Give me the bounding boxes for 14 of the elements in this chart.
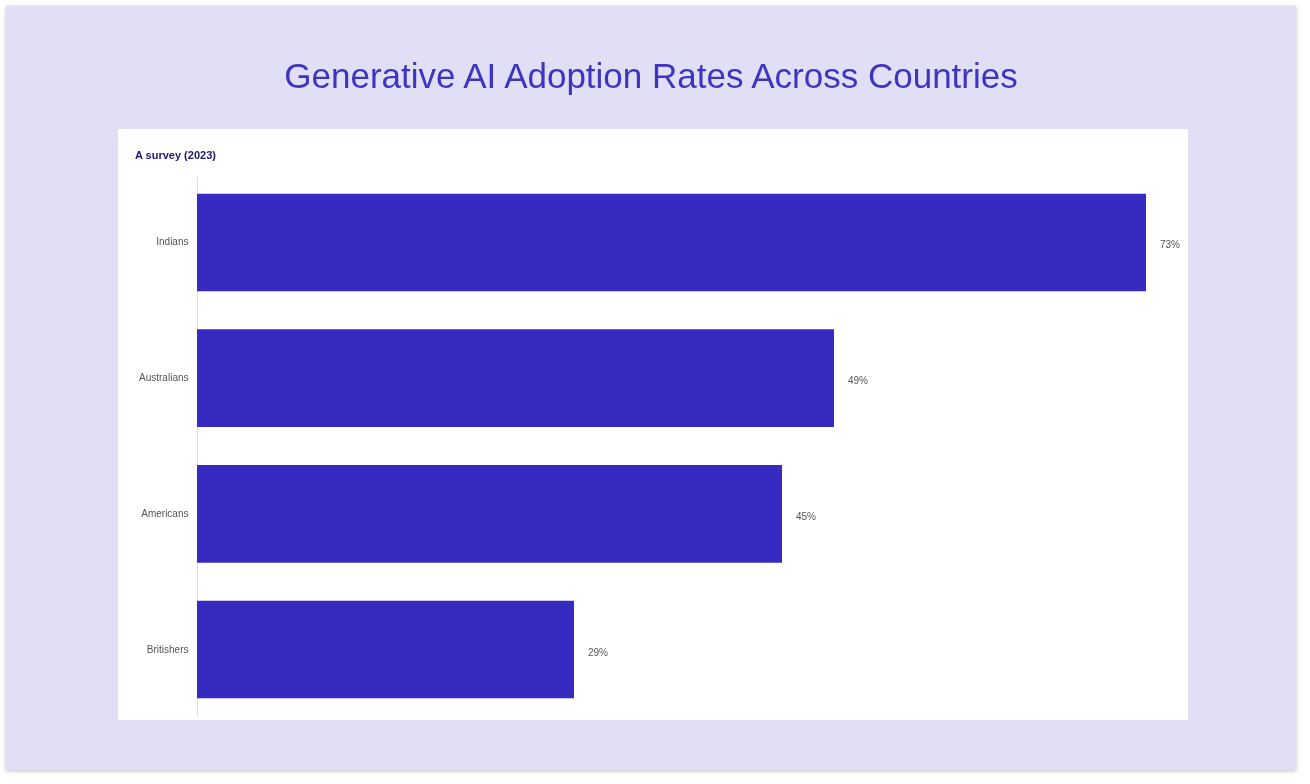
- data-label: 49%: [848, 375, 869, 387]
- bar: [197, 193, 1146, 292]
- data-label: 73%: [1160, 239, 1181, 251]
- y-tick-label: Britishers: [146, 643, 189, 655]
- bar: [197, 464, 782, 563]
- data-label: 29%: [588, 646, 609, 658]
- y-tick-label: Indians: [156, 236, 189, 248]
- data-label: 45%: [796, 510, 817, 522]
- y-tick-label: Americans: [141, 507, 189, 519]
- y-tick-label: Australians: [139, 372, 189, 384]
- bar: [197, 329, 834, 428]
- bar: [197, 600, 574, 699]
- chart-subtitle: A survey (2023): [135, 149, 216, 161]
- chart-title: Generative AI Adoption Rates Across Countries: [283, 56, 1019, 96]
